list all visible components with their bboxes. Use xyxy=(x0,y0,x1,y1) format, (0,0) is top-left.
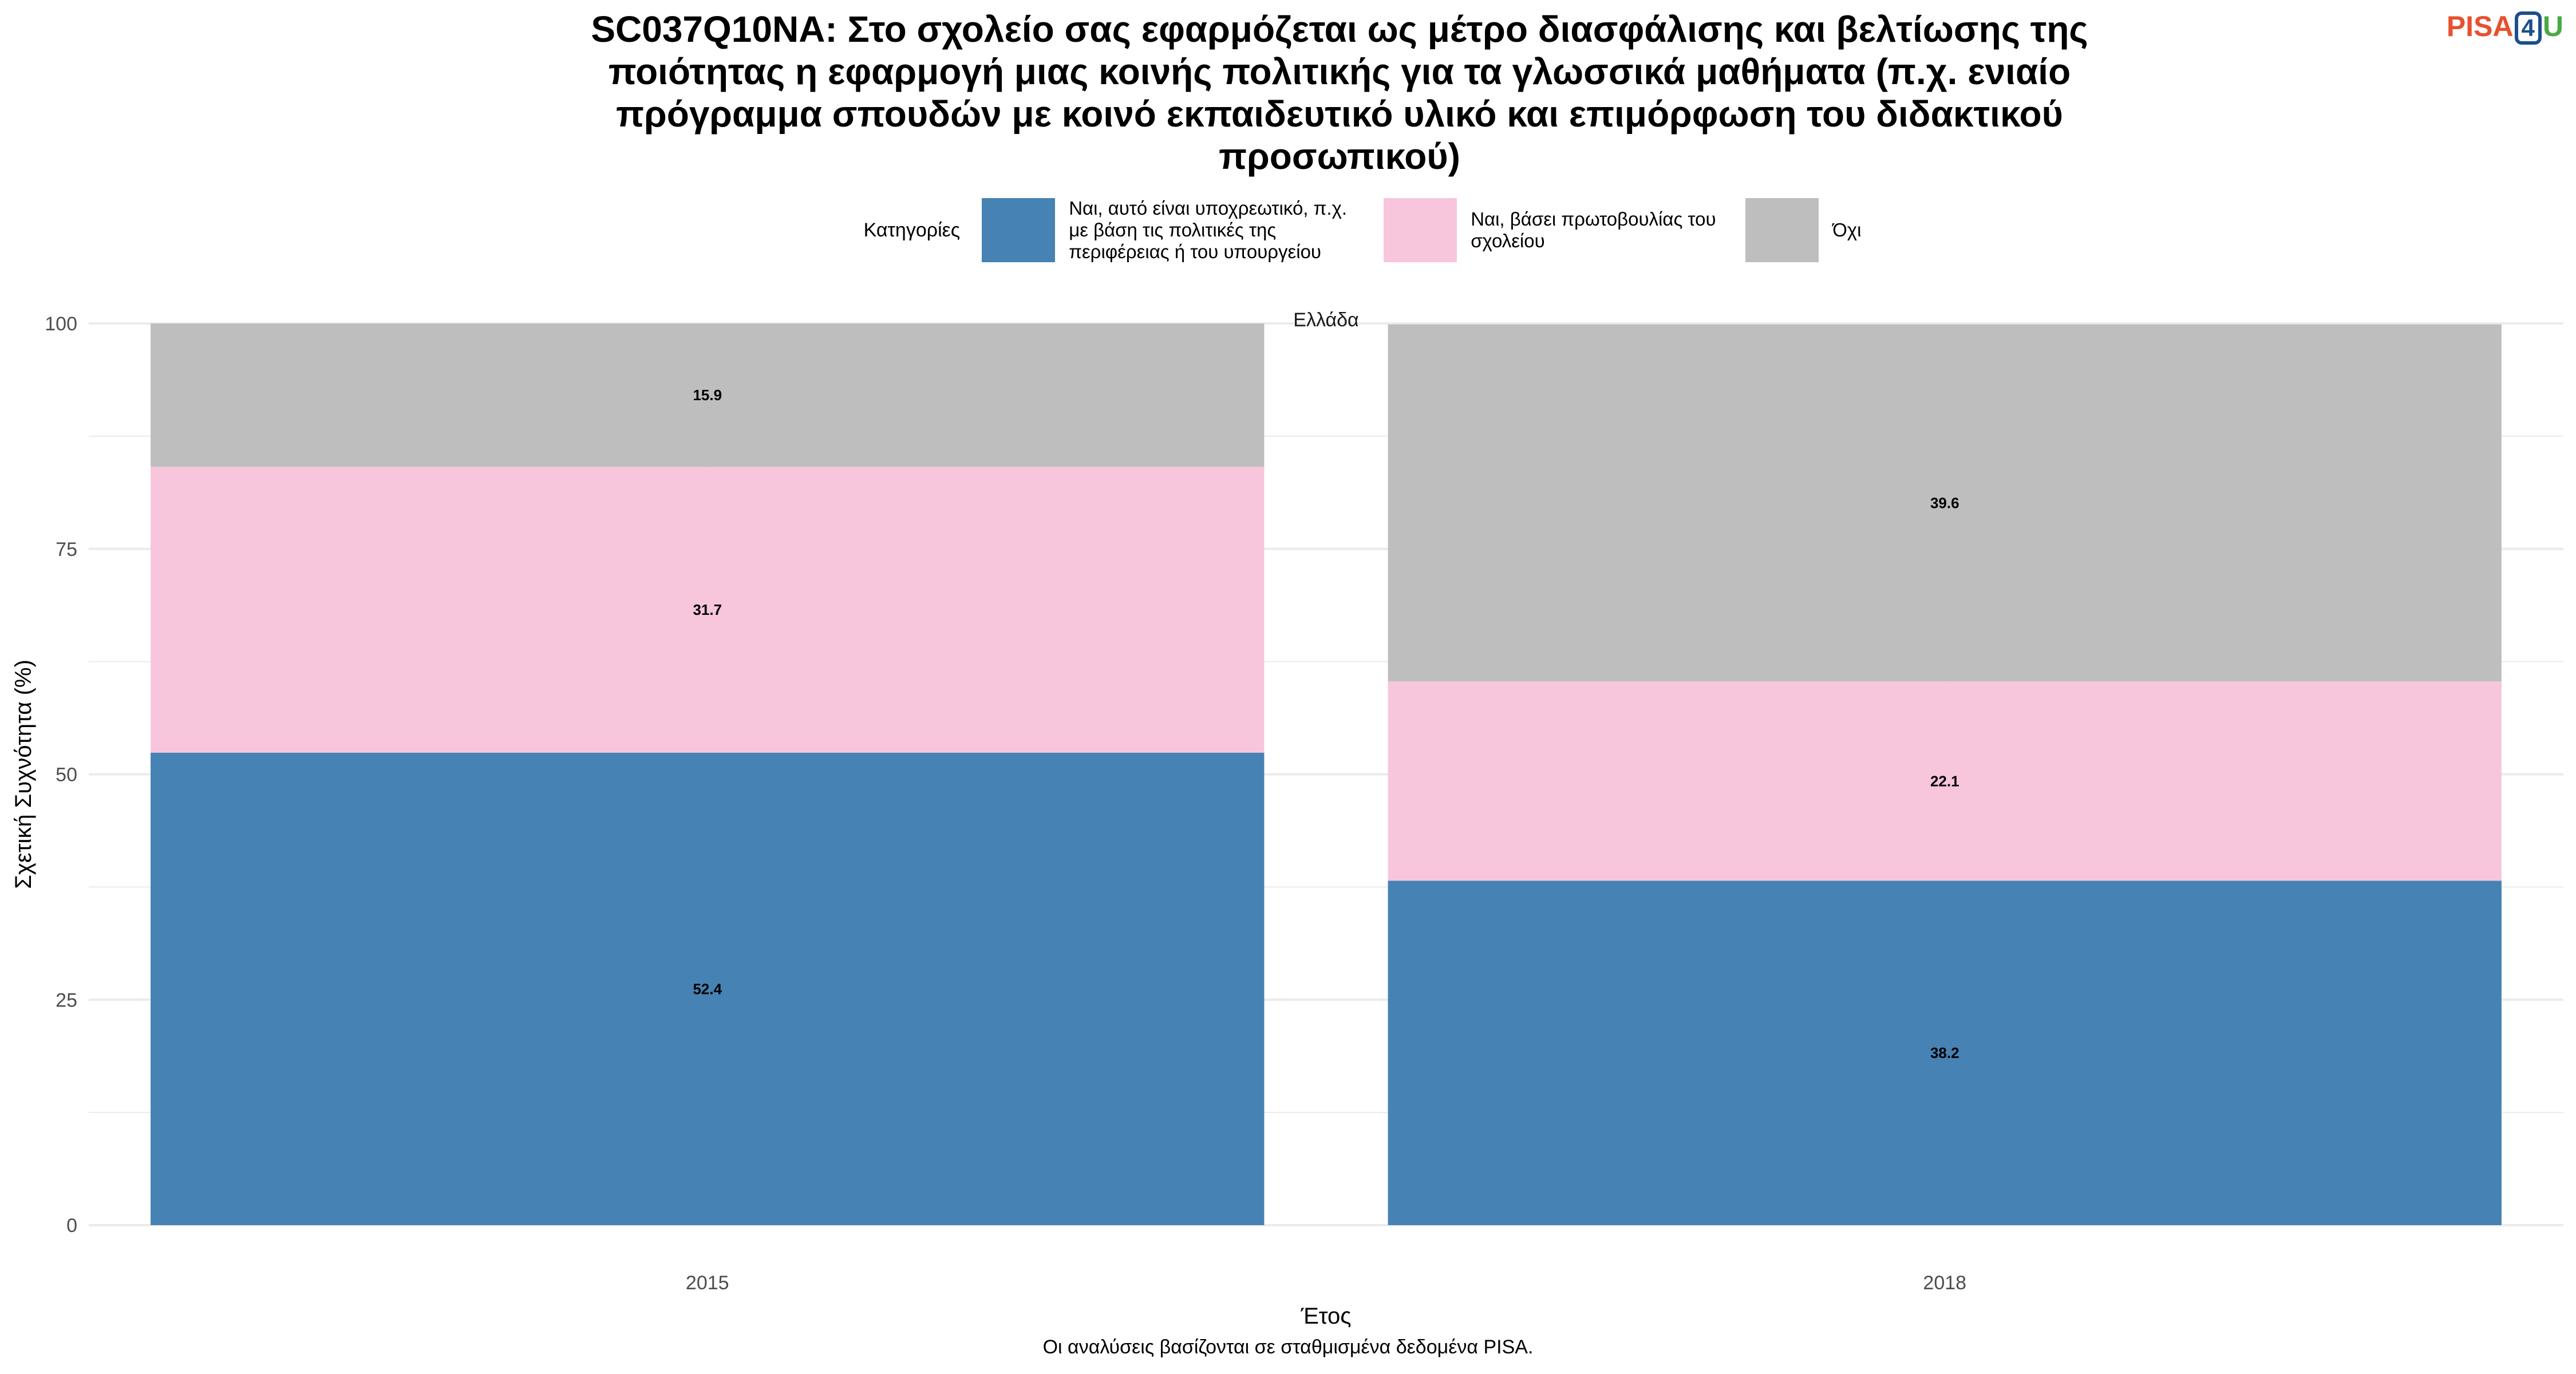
pisa4u-logo: PISA 4 U xyxy=(2447,9,2563,45)
data-label: 31.7 xyxy=(693,601,722,618)
legend-label-no: Όχι xyxy=(1832,219,1862,240)
legend-key-mandatory xyxy=(982,198,1056,262)
legend-item-school-initiative: Ναι, βάσει πρωτοβουλίας του σχολείου xyxy=(1384,198,1728,262)
y-tick-label: 25 xyxy=(56,989,77,1011)
y-tick-label: 75 xyxy=(56,539,77,560)
bar-segment xyxy=(1388,324,2502,682)
legend: Κατηγορίες Ναι, αυτό είναι υποχρεωτικό, … xyxy=(0,198,2576,262)
data-label: 38.2 xyxy=(1930,1044,1959,1061)
legend-key-school-initiative xyxy=(1384,198,1457,262)
data-label: 52.4 xyxy=(693,980,722,997)
legend-item-mandatory: Ναι, αυτό είναι υποχρεωτικό, π.χ. με βάσ… xyxy=(982,198,1366,263)
bar-segment xyxy=(151,752,1265,1225)
bar-segment xyxy=(151,467,1265,753)
legend-title: Κατηγορίες xyxy=(863,219,961,241)
legend-label-mandatory: Ναι, αυτό είναι υποχρεωτικό, π.χ. με βάσ… xyxy=(1069,198,1348,262)
y-axis-title: Σχετική Συχνότητα (%) xyxy=(11,660,36,889)
y-tick-label: 50 xyxy=(56,764,77,786)
y-tick-label: 0 xyxy=(66,1215,77,1237)
footnote: Οι αναλύσεις βασίζονται σε σταθμισμένα δ… xyxy=(1042,1336,1534,1358)
x-axis-title: Έτος xyxy=(1300,1304,1351,1329)
data-label: 15.9 xyxy=(693,386,722,404)
facet-label: Ελλάδα xyxy=(1293,309,1358,331)
legend-item-no: Όχι xyxy=(1745,198,1861,262)
y-tick-label: 100 xyxy=(45,313,77,335)
data-label: 22.1 xyxy=(1930,772,1959,789)
chart-title: SC037Q10NA: Στο σχολείο σας εφαρμόζεται … xyxy=(591,9,2088,177)
bar-segment xyxy=(1388,881,2502,1225)
bar-segment xyxy=(151,323,1265,467)
legend-key-no xyxy=(1745,198,1819,262)
x-tick-label: 2015 xyxy=(686,1272,729,1294)
legend-label-school-initiative: Ναι, βάσει πρωτοβουλίας του σχολείου xyxy=(1471,208,1716,251)
x-tick-label: 2018 xyxy=(1923,1272,1966,1294)
data-label: 39.6 xyxy=(1930,494,1959,511)
bar-segment xyxy=(1388,681,2502,881)
